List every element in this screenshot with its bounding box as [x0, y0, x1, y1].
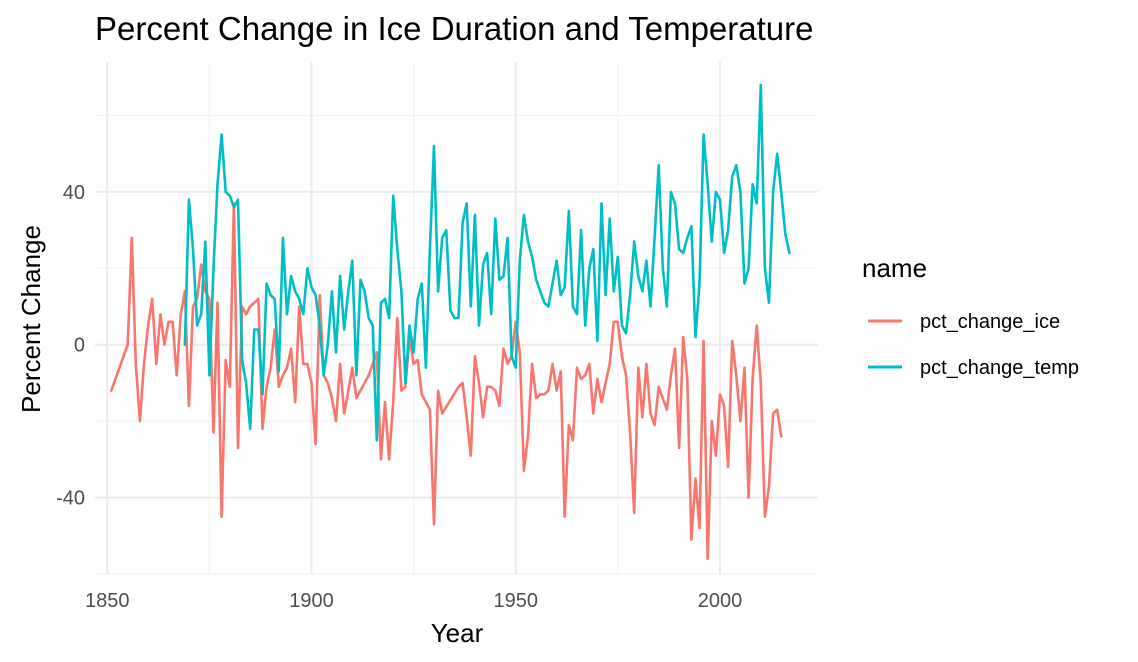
y-axis-title: Percent Change: [16, 225, 46, 413]
y-tick-label: 40: [63, 182, 85, 204]
x-tick-label: 2000: [698, 590, 743, 612]
x-tick-label: 1900: [289, 590, 334, 612]
legend: name pct_change_ice pct_change_temp: [862, 253, 1079, 379]
series-line-pct-change-temp: [183, 83, 791, 442]
y-tick-label: 0: [74, 335, 85, 357]
y-tick-label: -40: [56, 488, 85, 510]
legend-label: pct_change_ice: [920, 311, 1060, 333]
x-axis-title: Year: [431, 618, 484, 648]
gridlines: [95, 62, 818, 575]
x-tick-label: 1950: [493, 590, 538, 612]
legend-title: name: [862, 253, 927, 283]
x-axis-ticks: 1850 1900 1950 2000: [85, 590, 742, 612]
x-tick-label: 1850: [85, 590, 130, 612]
chart-title: Percent Change in Ice Duration and Tempe…: [95, 10, 814, 47]
y-axis-ticks: -40 0 40: [56, 182, 85, 510]
series-layer: [110, 83, 791, 560]
series-line-pct-change-ice: [110, 202, 783, 560]
legend-label: pct_change_temp: [920, 357, 1079, 379]
